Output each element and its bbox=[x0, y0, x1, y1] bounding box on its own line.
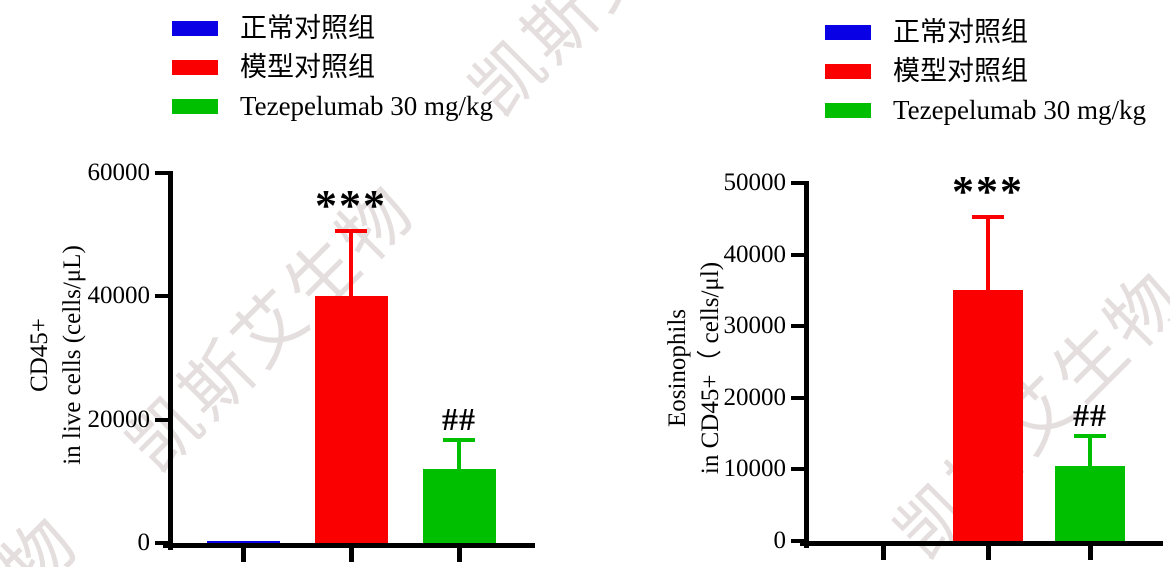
legend-label: Tezepelumab 30 mg/kg bbox=[893, 95, 1147, 125]
bar-2-tezepelumab bbox=[422, 469, 496, 543]
error-bar-stem bbox=[457, 438, 461, 469]
legend-item-0: 正常对照组 bbox=[825, 18, 1146, 46]
legend-color-swatch bbox=[172, 59, 218, 75]
bar-2-tezepelumab bbox=[1055, 465, 1125, 541]
x-axis-line bbox=[163, 543, 535, 548]
x-axis-tick bbox=[881, 546, 886, 560]
left-chart-legend: 正常对照组模型对照组 Tezepelumab 30 mg/kg bbox=[172, 14, 493, 131]
y-tick-label: 30000 bbox=[723, 312, 787, 339]
watermark-text: 凯斯艾生物 bbox=[444, 0, 777, 134]
y-axis-title-line: CD45+ bbox=[26, 318, 53, 392]
legend-color-swatch bbox=[172, 98, 218, 114]
x-axis-tick bbox=[986, 546, 991, 560]
legend-color-swatch bbox=[825, 63, 871, 79]
legend-color-swatch bbox=[825, 102, 871, 118]
y-axis-line bbox=[804, 181, 809, 548]
y-tick-label: 20000 bbox=[723, 384, 787, 411]
y-tick-label: 60000 bbox=[87, 159, 151, 186]
y-axis-tick bbox=[791, 181, 804, 185]
y-axis-tick bbox=[791, 396, 804, 400]
error-bar-cap bbox=[443, 438, 475, 443]
y-axis-title-line: Eosinophils bbox=[664, 308, 691, 428]
watermark-text: 凯斯艾生物 bbox=[882, 257, 1170, 567]
legend-color-swatch bbox=[825, 24, 871, 40]
y-tick-label: 10000 bbox=[723, 455, 787, 482]
legend-label: 正常对照组 bbox=[893, 17, 1028, 47]
y-axis-tick bbox=[155, 171, 168, 175]
legend-label: Tezepelumab 30 mg/kg bbox=[240, 91, 494, 121]
y-tick-label: 40000 bbox=[87, 282, 151, 309]
x-axis-tick bbox=[241, 548, 246, 562]
watermark-text: 凯斯艾生物 bbox=[0, 489, 98, 567]
right-chart-legend: 正常对照组模型对照组 Tezepelumab 30 mg/kg bbox=[825, 18, 1146, 135]
y-axis-tick bbox=[791, 253, 804, 257]
error-bar-stem bbox=[986, 215, 990, 291]
y-tick-label: 50000 bbox=[723, 169, 787, 196]
y-tick-label: 0 bbox=[773, 527, 787, 554]
legend-label: 模型对照组 bbox=[240, 52, 375, 82]
legend-label: 正常对照组 bbox=[240, 13, 375, 43]
y-axis-tick bbox=[791, 539, 804, 543]
y-axis-title-line: in live cells (cells/μL) bbox=[59, 245, 86, 465]
x-axis-line bbox=[800, 541, 1163, 546]
legend-label: 模型对照组 bbox=[893, 56, 1028, 86]
error-bar-cap bbox=[972, 215, 1004, 220]
y-axis-title: CD45+ in live cells (cells/μL) bbox=[23, 165, 89, 545]
legend-item-0: 正常对照组 bbox=[172, 14, 493, 42]
error-bar-stem bbox=[1088, 433, 1092, 466]
y-axis-title: Eosinophils in CD45+（ cells/μl) bbox=[661, 178, 727, 558]
legend-item-2: Tezepelumab 30 mg/kg bbox=[172, 92, 493, 120]
x-axis-tick bbox=[349, 548, 354, 562]
x-axis-tick bbox=[1088, 546, 1093, 560]
watermark-text: 凯斯艾生物 bbox=[114, 170, 431, 487]
x-axis-tick bbox=[457, 548, 462, 562]
legend-item-2: Tezepelumab 30 mg/kg bbox=[825, 96, 1146, 124]
y-axis-tick bbox=[791, 324, 804, 328]
significance-annotation: *** bbox=[952, 167, 1024, 217]
y-axis-tick bbox=[791, 467, 804, 471]
y-tick-label: 40000 bbox=[723, 241, 787, 268]
bar-0-normal-control bbox=[206, 541, 280, 543]
significance-annotation: ## bbox=[442, 401, 476, 438]
legend-color-swatch bbox=[172, 20, 218, 36]
legend-item-1: 模型对照组 bbox=[172, 53, 493, 81]
y-axis-tick bbox=[155, 294, 168, 298]
y-axis-tick bbox=[155, 541, 168, 545]
y-axis-title-line: in CD45+（ cells/μl) bbox=[697, 261, 724, 475]
legend-item-1: 模型对照组 bbox=[825, 57, 1146, 85]
